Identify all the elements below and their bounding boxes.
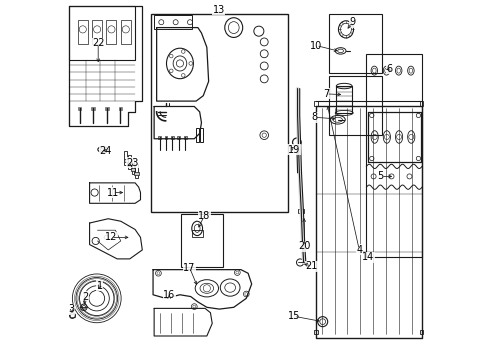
Bar	[158, 136, 161, 139]
Text: 7: 7	[323, 89, 329, 99]
Bar	[336, 86, 351, 113]
Text: 8: 8	[311, 112, 317, 122]
Text: 9: 9	[348, 17, 354, 27]
Bar	[177, 136, 180, 139]
Bar	[419, 330, 422, 334]
Bar	[191, 230, 202, 237]
Text: 13: 13	[212, 5, 224, 15]
Bar	[150, 14, 287, 212]
Bar	[134, 172, 139, 175]
Bar	[127, 163, 131, 166]
Bar	[180, 214, 223, 267]
Text: 19: 19	[287, 144, 300, 154]
Bar	[164, 136, 167, 139]
Text: 3: 3	[68, 304, 75, 314]
Bar	[70, 314, 74, 317]
Bar	[131, 168, 135, 171]
Text: 21: 21	[305, 261, 318, 271]
Text: 22: 22	[92, 38, 104, 48]
Bar	[171, 136, 174, 139]
Bar	[328, 14, 381, 73]
Text: 14: 14	[361, 252, 374, 262]
Text: 12: 12	[105, 232, 117, 242]
Bar	[128, 155, 131, 169]
Bar	[183, 136, 186, 139]
Text: 1: 1	[96, 281, 102, 291]
Bar	[92, 21, 102, 44]
Bar	[91, 107, 95, 110]
Bar	[119, 107, 122, 110]
Text: 2: 2	[82, 292, 88, 302]
Bar	[121, 21, 131, 44]
Text: 5: 5	[377, 171, 383, 181]
Bar	[123, 159, 128, 162]
Bar	[196, 128, 199, 142]
Bar	[297, 209, 303, 213]
Text: 20: 20	[298, 241, 310, 251]
Text: 15: 15	[287, 311, 300, 321]
Bar	[419, 101, 422, 107]
Text: 10: 10	[309, 41, 322, 50]
Bar	[106, 21, 116, 44]
Text: 17: 17	[183, 263, 195, 273]
Text: 23: 23	[126, 158, 139, 168]
Bar	[328, 76, 381, 135]
Bar	[131, 159, 134, 174]
Bar	[78, 107, 81, 110]
Bar	[154, 15, 191, 30]
Text: 24: 24	[99, 145, 111, 156]
Text: 4: 4	[355, 245, 362, 255]
Bar	[365, 54, 422, 257]
Bar	[135, 163, 138, 178]
Bar	[314, 101, 317, 107]
Bar	[78, 21, 88, 44]
Text: 16: 16	[163, 290, 175, 300]
Text: 11: 11	[106, 188, 119, 198]
Bar	[314, 330, 317, 334]
Bar	[105, 107, 108, 110]
Bar	[124, 150, 127, 165]
Text: 6: 6	[386, 64, 392, 74]
Bar	[199, 128, 202, 142]
Text: 18: 18	[198, 211, 210, 221]
